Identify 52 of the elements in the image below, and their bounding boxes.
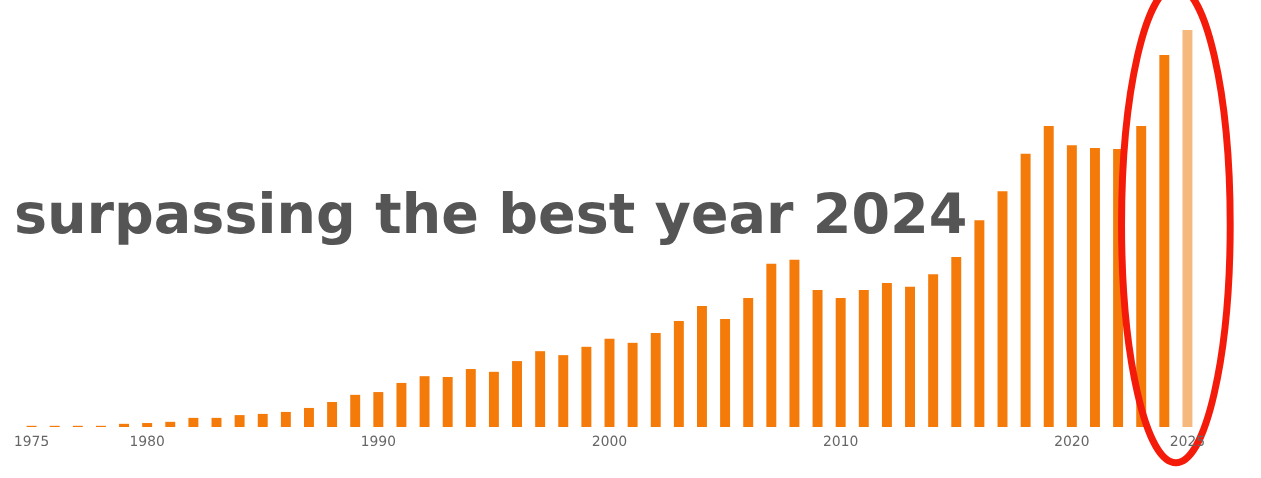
bar — [581, 346, 592, 427]
x-tick-label: 1980 — [131, 435, 164, 447]
bar — [650, 332, 661, 427]
bar — [697, 305, 707, 427]
bar — [234, 415, 245, 427]
bar — [789, 259, 800, 427]
bar — [188, 417, 199, 427]
annotation: surpassing the best year 2024 — [16, 190, 965, 246]
bar — [119, 423, 129, 427]
bar — [442, 376, 453, 427]
bar — [419, 376, 430, 427]
bar — [905, 286, 915, 427]
bar — [812, 290, 823, 427]
x-tick-label: 1975 — [15, 435, 49, 447]
bar — [604, 338, 615, 427]
x-tick-label: 2000 — [592, 435, 627, 447]
bar — [951, 257, 962, 427]
x-tick-label: 2010 — [824, 435, 858, 447]
bar — [1090, 147, 1100, 427]
bar — [928, 274, 939, 427]
bar — [720, 319, 731, 427]
x-tick-label: 1990 — [362, 435, 396, 447]
bar — [280, 411, 291, 427]
bar — [304, 407, 314, 427]
bar — [1020, 153, 1031, 427]
bar — [373, 392, 384, 427]
bar — [257, 413, 268, 427]
bar — [835, 297, 846, 427]
x-tick-label: 2020 — [1055, 435, 1089, 447]
bar — [1043, 126, 1054, 427]
bar — [535, 351, 546, 427]
bar — [974, 220, 985, 427]
bar — [743, 297, 754, 427]
bar — [512, 361, 522, 427]
bar — [465, 369, 476, 427]
bar — [766, 263, 777, 427]
bar — [396, 382, 407, 427]
bar — [142, 423, 153, 427]
bar — [673, 321, 684, 427]
bar — [1159, 55, 1170, 427]
bar — [488, 371, 499, 427]
bar — [627, 342, 638, 427]
bar — [1066, 145, 1077, 427]
bar — [997, 191, 1008, 427]
bar — [1182, 30, 1193, 427]
bar — [858, 290, 869, 427]
bar — [1136, 126, 1147, 427]
bar — [350, 394, 361, 427]
bar — [558, 355, 569, 427]
bar — [881, 282, 892, 427]
bar — [165, 421, 176, 427]
bar — [327, 401, 338, 427]
